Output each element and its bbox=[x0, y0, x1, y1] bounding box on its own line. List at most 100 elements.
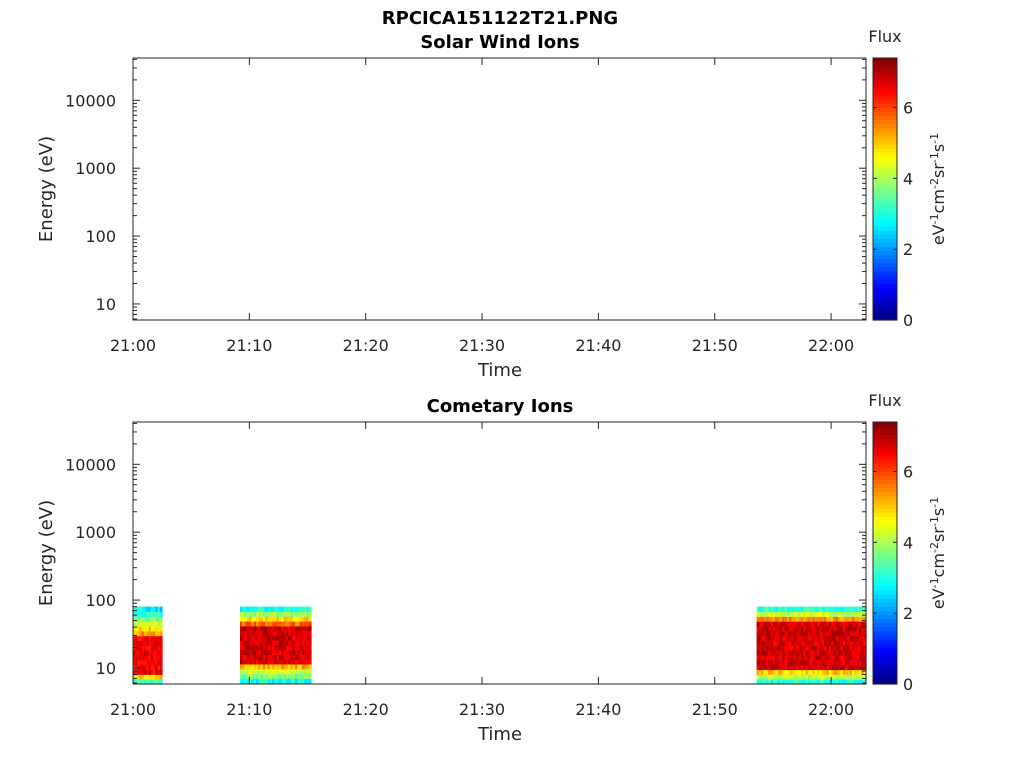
heatmap-cell bbox=[262, 649, 266, 655]
heatmap-cell bbox=[765, 664, 769, 671]
heatmap-cell bbox=[849, 674, 853, 680]
heatmap-cell bbox=[253, 649, 257, 655]
colorbar-swatch bbox=[873, 70, 897, 75]
heatmap-cell bbox=[272, 630, 275, 636]
heatmap-cell bbox=[274, 640, 278, 646]
heatmap-cell bbox=[135, 640, 138, 646]
heatmap-cell bbox=[849, 635, 853, 642]
heatmap-cell bbox=[258, 635, 262, 641]
heatmap-cell bbox=[141, 655, 145, 661]
heatmap-cell bbox=[849, 645, 853, 651]
heatmap-cell bbox=[768, 650, 772, 656]
heatmap-cell bbox=[301, 678, 305, 684]
heatmap-cell bbox=[159, 669, 163, 675]
heatmap-cell bbox=[135, 655, 138, 661]
heatmap-cell bbox=[139, 650, 143, 656]
heatmap-cell bbox=[306, 630, 310, 636]
heatmap-cell bbox=[139, 679, 143, 685]
heatmap-cell bbox=[141, 664, 145, 671]
heatmap-cell bbox=[251, 616, 255, 622]
heatmap-cell bbox=[258, 625, 262, 632]
x-tick-label: 21:10 bbox=[226, 336, 272, 355]
heatmap-cell bbox=[775, 626, 779, 632]
heatmap-cell bbox=[159, 606, 163, 612]
heatmap-cell bbox=[274, 659, 278, 665]
colorbar-swatch bbox=[873, 512, 897, 517]
heatmap-cell bbox=[805, 650, 809, 656]
colorbar-swatch bbox=[873, 467, 897, 472]
heatmap-cell bbox=[812, 606, 816, 612]
heatmap-cell bbox=[290, 663, 294, 670]
y-axis-label: Energy (eV) bbox=[36, 500, 57, 606]
heatmap-cell bbox=[845, 616, 848, 622]
heatmap-cell bbox=[272, 640, 275, 646]
heatmap-cell bbox=[246, 625, 250, 632]
heatmap-cell bbox=[281, 644, 285, 651]
heatmap-cell bbox=[246, 678, 250, 684]
y-tick-label: 100 bbox=[85, 591, 116, 610]
heatmap-cell bbox=[789, 616, 793, 622]
heatmap-cell bbox=[135, 650, 138, 656]
heatmap-cell bbox=[784, 635, 788, 642]
heatmap-cell bbox=[276, 678, 280, 684]
heatmap-cell bbox=[812, 630, 816, 637]
heatmap-cell bbox=[269, 635, 273, 641]
heatmap-cell bbox=[150, 674, 154, 680]
heatmap-cell bbox=[159, 635, 163, 642]
heatmap-cell bbox=[854, 640, 858, 646]
colorbar-swatch bbox=[873, 430, 897, 435]
heatmap-cell bbox=[856, 645, 860, 651]
heatmap-cell bbox=[258, 640, 262, 646]
colorbar-swatch bbox=[873, 602, 897, 607]
colorbar-swatch bbox=[873, 663, 897, 669]
heatmap-cell bbox=[308, 654, 312, 660]
heatmap-cell bbox=[244, 640, 248, 646]
colorbar-swatch bbox=[873, 622, 897, 628]
heatmap-cell bbox=[859, 650, 862, 656]
colorbar-swatch bbox=[873, 487, 897, 493]
heatmap-cell bbox=[276, 611, 280, 617]
heatmap-cell bbox=[272, 611, 275, 617]
heatmap-cell bbox=[831, 645, 834, 651]
heatmap-cell bbox=[814, 679, 818, 685]
colorbar-swatch bbox=[873, 287, 897, 292]
heatmap-cell bbox=[262, 663, 266, 670]
heatmap-cell bbox=[831, 606, 834, 612]
heatmap-cell bbox=[260, 659, 264, 665]
heatmap-cell bbox=[244, 616, 248, 622]
heatmap-cell bbox=[159, 659, 163, 666]
units-part: -1 bbox=[928, 577, 941, 588]
heatmap-cell bbox=[279, 635, 282, 641]
heatmap-cell bbox=[852, 635, 855, 642]
heatmap-cell bbox=[272, 635, 275, 641]
heatmap-cell bbox=[306, 673, 310, 679]
heatmap-cell bbox=[251, 654, 255, 660]
heatmap-cell bbox=[240, 611, 243, 617]
heatmap-cell bbox=[283, 606, 287, 612]
heatmap-cell bbox=[842, 616, 846, 622]
heatmap-cell bbox=[828, 606, 832, 612]
heatmap-cell bbox=[137, 626, 141, 632]
heatmap-cell bbox=[821, 674, 825, 680]
heatmap-cell bbox=[863, 606, 867, 612]
heatmap-cell bbox=[805, 645, 809, 651]
heatmap-cell bbox=[159, 626, 163, 632]
heatmap-cell bbox=[763, 635, 767, 642]
heatmap-cell bbox=[139, 674, 143, 680]
heatmap-cell bbox=[253, 630, 257, 636]
colorbar-swatch bbox=[873, 614, 897, 620]
heatmap-cell bbox=[803, 616, 807, 622]
heatmap-cell bbox=[301, 659, 305, 665]
heatmap-cell bbox=[135, 630, 138, 637]
heatmap-cell bbox=[144, 655, 147, 661]
heatmap-cell bbox=[812, 611, 816, 617]
heatmap-cell bbox=[274, 678, 278, 684]
heatmap-cell bbox=[276, 635, 280, 641]
heatmap-cell bbox=[803, 606, 807, 612]
colorbar-tick-label: 6 bbox=[903, 463, 913, 482]
heatmap-cell bbox=[242, 621, 246, 627]
heatmap-cell bbox=[301, 649, 305, 655]
heatmap-cell bbox=[812, 650, 816, 656]
heatmap-cell bbox=[798, 659, 802, 666]
heatmap-cell bbox=[153, 650, 156, 656]
